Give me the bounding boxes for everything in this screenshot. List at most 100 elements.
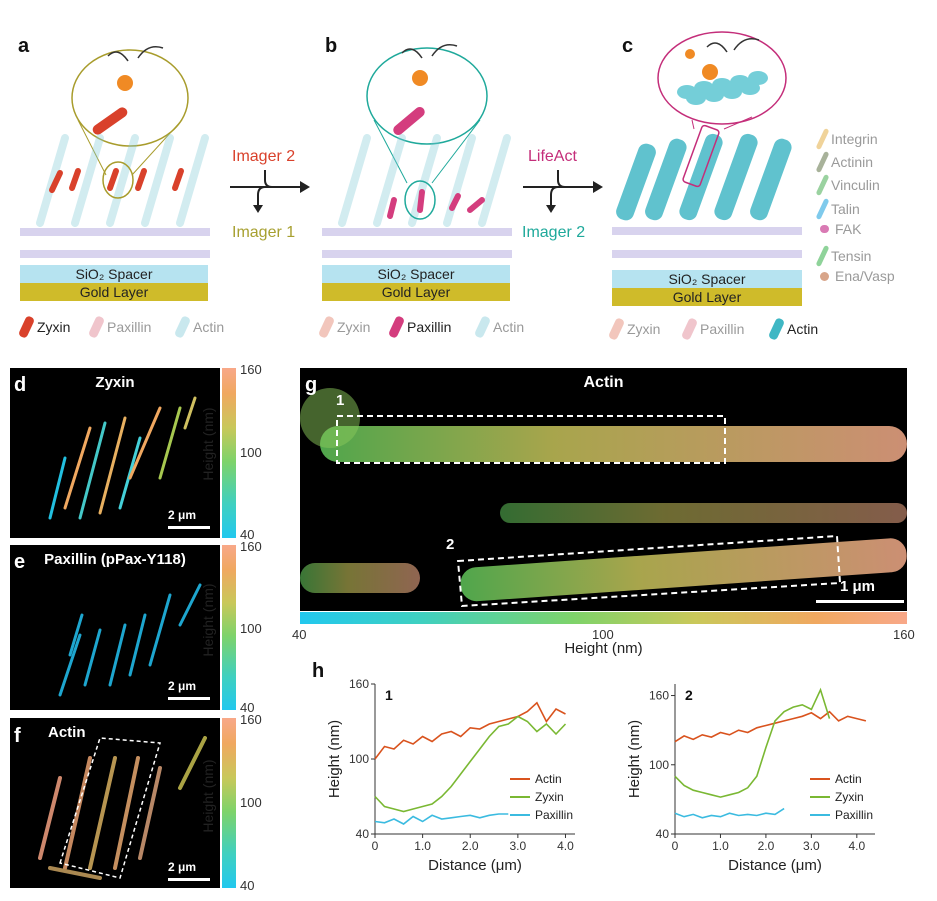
series-line-actin — [674, 710, 867, 743]
legend-label-paxillin: Paxillin — [535, 808, 573, 822]
colorbar-f-title: Height (nm) — [200, 759, 216, 833]
series-line-zyxin — [374, 715, 567, 813]
gold-layer-c — [612, 288, 802, 306]
image-f-title: Actin — [48, 724, 86, 741]
panel-g-label: g — [305, 374, 318, 396]
y-tick-label: 100 — [649, 758, 669, 772]
colorbar-f-mid: 100 — [240, 795, 262, 810]
profile-chart-1: 0 1.0 2.0 3.0 4.0 40 100 160 1 Distance (μm) Heigh… — [326, 677, 575, 874]
colorbar-f-min: 40 — [240, 878, 255, 893]
scalebar-g — [816, 600, 904, 603]
legend-integrin: Integrin — [815, 127, 878, 151]
legend-actin-c: Actin — [767, 317, 818, 341]
colorbar-d-min: 40 — [240, 527, 255, 542]
series-line-paxillin — [374, 813, 509, 825]
colorbar-g-title: Height (nm) — [564, 640, 643, 657]
colorbar-d-title: Height (nm) — [200, 407, 216, 481]
gold-label-c: Gold Layer — [672, 289, 742, 305]
series-line-paxillin — [674, 807, 785, 819]
y-tick-label: 40 — [356, 827, 370, 841]
chart-title: 1 — [385, 687, 393, 703]
colorbar-e-title: Height (nm) — [200, 583, 216, 657]
colorbar-f — [222, 718, 236, 888]
legend-label-paxillin: Paxillin — [835, 808, 873, 822]
paxillin-signal-overlay — [58, 583, 202, 697]
panel-h-label: h — [312, 660, 325, 682]
legend-zyxin-a: Zyxin — [17, 315, 70, 339]
image-g-actin: Actin 1 2 1 μm — [300, 368, 907, 611]
gold-layer-a — [20, 283, 208, 301]
legend-paxillin-a: Paxillin — [87, 315, 151, 339]
image-e-paxillin: Paxillin (pPax-Y118) 2 μm — [10, 545, 220, 710]
y-axis-label: Height (nm) — [626, 720, 643, 798]
panel-e-label: e — [14, 551, 26, 573]
colorbar-e-max: 160 — [240, 539, 262, 554]
x-tick-label: 2.0 — [462, 839, 479, 853]
arrow2-bottom-label: Imager 2 — [522, 224, 586, 241]
legend-zyxin-c: Zyxin — [607, 317, 660, 341]
schematic-b — [322, 44, 512, 258]
spacer-layer-c — [612, 270, 802, 288]
image-g-title: Actin — [583, 374, 624, 391]
panel-b-label: b — [325, 35, 338, 57]
legend-actinin: Actinin — [815, 150, 873, 174]
scalebar-d — [168, 526, 210, 529]
scalebar-e — [168, 697, 210, 700]
legend-tensin: Tensin — [815, 244, 871, 268]
colorbar-e-mid: 100 — [240, 621, 262, 636]
spacer-label-a: SiO₂ Spacer — [75, 266, 153, 282]
scalebar-f — [168, 878, 210, 881]
chart-title: 2 — [685, 687, 693, 703]
colorbar-g-min: 40 — [292, 627, 307, 642]
panel-f-label: f — [14, 725, 21, 747]
image-d-title: Zyxin — [95, 374, 135, 391]
gold-label-b: Gold Layer — [381, 284, 451, 300]
legend-fak: FAK — [820, 221, 861, 237]
y-tick-label: 160 — [349, 677, 369, 691]
colorbar-d — [222, 368, 236, 538]
x-tick-label: 0 — [672, 839, 679, 853]
legend-actin-b: Actin — [473, 315, 524, 339]
x-tick-label: 4.0 — [557, 839, 574, 853]
arrow1-top-label: Imager 2 — [232, 148, 296, 165]
roi-1-label: 1 — [336, 392, 345, 409]
legend-paxillin-c: Paxillin — [680, 317, 744, 341]
x-tick-label: 3.0 — [510, 839, 527, 853]
colorbar-g-mid: 100 — [592, 627, 614, 642]
legend-vinculin: Vinculin — [815, 173, 880, 197]
scalebar-e-label: 2 μm — [168, 679, 197, 693]
colorbar-e — [222, 545, 236, 710]
arrow2-top-label: LifeAct — [528, 148, 577, 165]
image-d-zyxin: Zyxin 2 μm — [10, 368, 220, 538]
x-tick-label: 0 — [372, 839, 379, 853]
legend-ena-vasp: Ena/Vasp — [820, 268, 895, 284]
y-tick-label: 40 — [656, 827, 670, 841]
arrow2-icon — [523, 170, 603, 213]
legend-zyxin-b: Zyxin — [317, 315, 370, 339]
gold-label-a: Gold Layer — [79, 284, 149, 300]
spacer-label-c: SiO₂ Spacer — [668, 271, 746, 287]
x-tick-label: 3.0 — [803, 839, 820, 853]
spacer-label-b: SiO₂ Spacer — [377, 266, 455, 282]
gold-layer-b — [322, 283, 510, 301]
colorbar-g — [300, 612, 907, 624]
scalebar-f-label: 2 μm — [168, 860, 197, 874]
panel-d-label: d — [14, 374, 27, 396]
series-line-actin — [374, 701, 566, 760]
zyxin-signal-overlay — [48, 396, 197, 520]
arrow1-bottom-label: Imager 1 — [232, 224, 296, 241]
schematic-a — [20, 46, 210, 258]
x-axis-label: Distance (μm) — [728, 857, 822, 874]
x-axis-label: Distance (μm) — [428, 857, 522, 874]
profile-chart-2: 0 1.0 2.0 3.0 4.0 40 100 160 2 Distance (μm) Heigh… — [626, 684, 875, 874]
legend-label-zyxin: Zyxin — [835, 790, 864, 804]
colorbar-d-max: 160 — [240, 362, 262, 377]
x-tick-label: 1.0 — [712, 839, 729, 853]
panel-c-label: c — [622, 35, 634, 57]
legend-talin: Talin — [815, 197, 860, 221]
colorbar-f-max: 160 — [240, 712, 262, 727]
colorbar-g-max: 160 — [893, 627, 915, 642]
x-tick-label: 4.0 — [848, 839, 865, 853]
roi-2-label: 2 — [446, 536, 455, 553]
schematic-c — [612, 31, 802, 258]
